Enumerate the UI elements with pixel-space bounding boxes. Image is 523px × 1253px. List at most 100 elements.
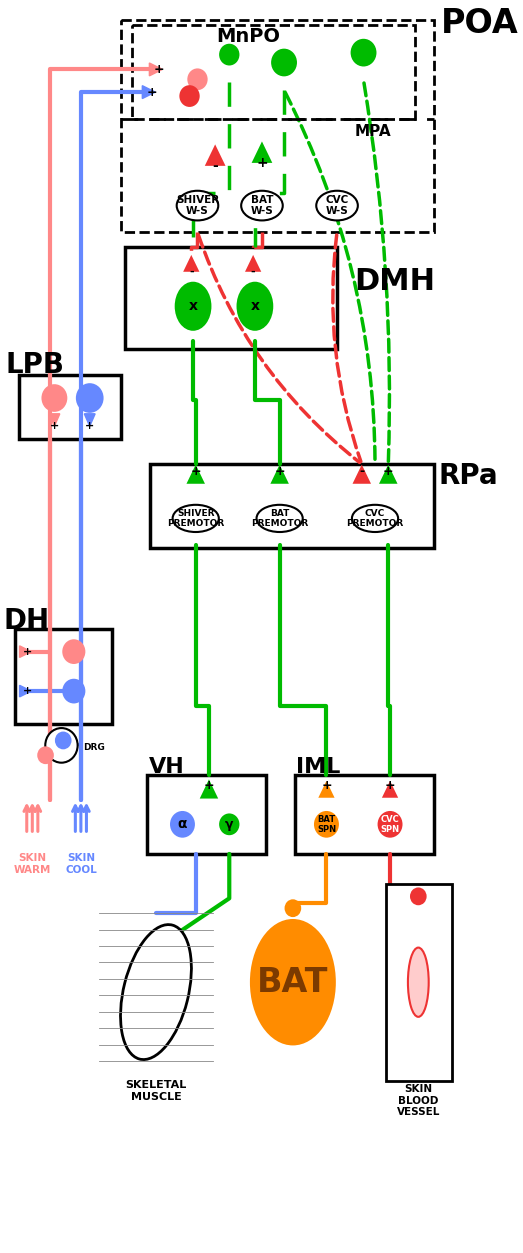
Ellipse shape [173,505,219,533]
Text: +: + [23,687,32,697]
Text: +: + [85,421,94,431]
Text: SHIVER
W-S: SHIVER W-S [176,194,219,217]
Text: DH: DH [3,606,49,635]
Ellipse shape [177,190,218,221]
Bar [121,20,434,232]
Circle shape [179,85,200,107]
Circle shape [41,385,67,412]
Ellipse shape [241,190,283,221]
Text: -: - [251,267,255,277]
Circle shape [219,813,240,836]
Circle shape [285,900,301,917]
Bar [385,883,452,1081]
Circle shape [350,39,377,66]
Text: +: + [275,465,285,477]
Ellipse shape [176,283,210,330]
Polygon shape [84,413,95,426]
Polygon shape [252,142,272,163]
Polygon shape [382,781,398,798]
Bar [294,776,434,855]
Text: MnPO: MnPO [217,28,281,46]
FancyArrowPatch shape [198,234,360,462]
Bar [125,247,337,348]
Circle shape [46,728,77,763]
Text: +: + [153,63,164,76]
Text: γ: γ [225,818,234,831]
Bar [150,464,434,548]
Text: LPB: LPB [6,351,65,380]
FancyArrowPatch shape [364,83,390,461]
Polygon shape [379,465,397,484]
Text: CVC
SPN: CVC SPN [380,814,400,834]
Text: BAT
SPN: BAT SPN [317,814,336,834]
Polygon shape [19,685,31,697]
Text: -: - [189,267,194,277]
Ellipse shape [408,947,429,1017]
Polygon shape [245,254,262,272]
Polygon shape [200,779,218,798]
Text: -: - [359,465,365,477]
Text: VH: VH [149,757,185,777]
Polygon shape [49,413,60,426]
Polygon shape [270,465,289,484]
Polygon shape [19,645,31,658]
Bar [147,776,266,855]
Circle shape [62,679,85,703]
Text: SKELETAL
MUSCLE: SKELETAL MUSCLE [126,1080,187,1101]
Bar [132,25,415,119]
Circle shape [37,747,54,764]
Polygon shape [205,144,225,165]
Text: -: - [212,159,218,173]
Text: IML: IML [297,757,341,777]
Circle shape [170,811,195,838]
Circle shape [271,49,297,76]
Polygon shape [150,63,162,76]
Polygon shape [353,465,371,484]
FancyArrowPatch shape [333,236,361,461]
Circle shape [378,811,403,838]
Circle shape [62,639,85,664]
Text: α: α [178,817,187,831]
Text: +: + [50,421,59,431]
Circle shape [219,44,240,65]
Text: CVC
W-S: CVC W-S [325,194,349,217]
Text: +: + [321,779,332,792]
Ellipse shape [352,505,398,533]
Text: x: x [251,299,259,313]
Text: +: + [385,779,395,792]
Circle shape [314,811,339,838]
Text: POA: POA [441,6,519,40]
Circle shape [410,887,427,905]
Ellipse shape [256,505,303,533]
Text: +: + [23,647,32,657]
Text: +: + [190,465,201,477]
Ellipse shape [237,283,272,330]
Text: +: + [256,157,268,170]
Circle shape [55,732,72,749]
Polygon shape [183,254,199,272]
FancyArrowPatch shape [286,93,375,461]
Text: x: x [189,299,198,313]
Text: +: + [383,465,394,477]
Text: CVC
PREMOTOR: CVC PREMOTOR [346,509,404,528]
Text: DMH: DMH [355,267,436,296]
Text: SKIN
COOL: SKIN COOL [65,853,97,875]
Polygon shape [319,781,335,798]
Text: BAT
W-S: BAT W-S [251,194,274,217]
Text: SKIN
BLOOD
VESSEL: SKIN BLOOD VESSEL [396,1084,440,1118]
Text: RPa: RPa [439,462,498,490]
Bar [15,629,112,724]
Text: DRG: DRG [83,743,105,752]
Polygon shape [142,85,155,99]
Ellipse shape [120,925,191,1060]
Text: +: + [146,85,157,99]
Text: BAT
PREMOTOR: BAT PREMOTOR [251,509,308,528]
Circle shape [76,383,104,412]
Text: SKIN
WARM: SKIN WARM [14,853,51,875]
Text: BAT: BAT [257,966,328,999]
Bar [19,376,121,440]
Text: +: + [203,779,214,792]
Ellipse shape [316,190,358,221]
Text: MPA: MPA [355,124,391,139]
Ellipse shape [252,921,334,1044]
